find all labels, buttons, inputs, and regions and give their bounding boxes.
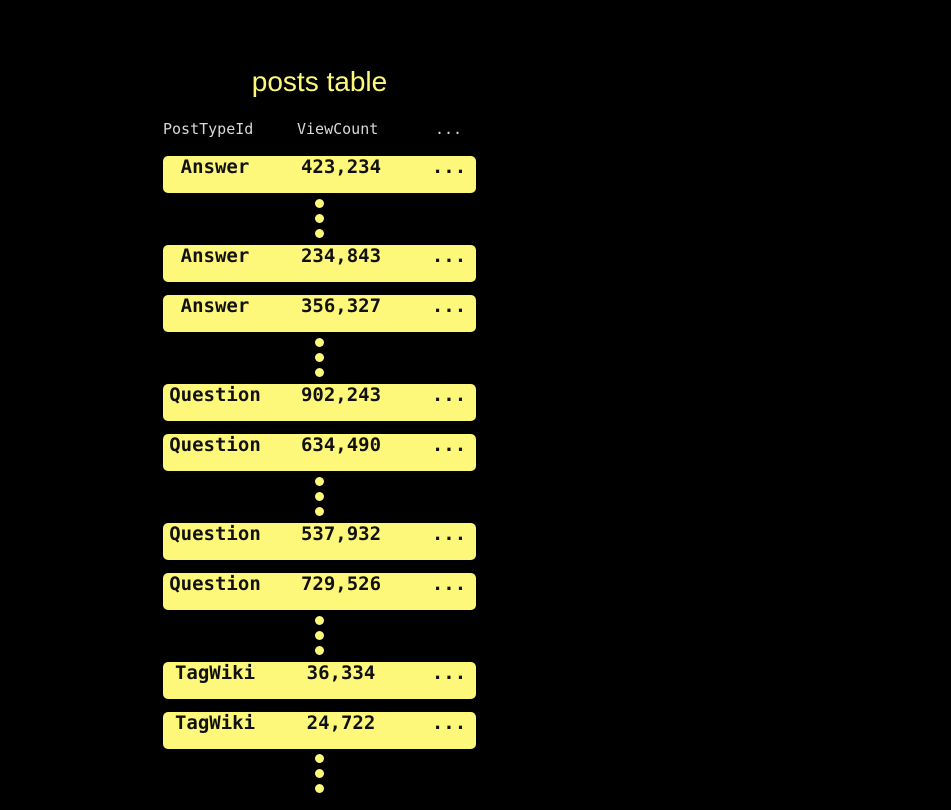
view-count-cell: 423,234 (300, 156, 382, 178)
view-count-cell: 36,334 (306, 662, 376, 684)
ellipsis-dot (315, 754, 324, 763)
column-header-posttypeid: PostTypeId (163, 120, 254, 138)
post-type-cell: TagWiki (174, 662, 256, 684)
table-row: Question 537,932... (163, 523, 476, 560)
view-count-cell: 537,932 (300, 523, 382, 545)
column-header-viewcount: ViewCount (297, 120, 379, 138)
column-header-more: ... (435, 120, 463, 138)
post-type-cell: Question (169, 384, 261, 406)
more-cell: ... (431, 523, 467, 545)
ellipsis-dot (315, 492, 324, 501)
more-cell: ... (431, 295, 467, 317)
ellipsis-dot (315, 631, 324, 640)
post-type-cell: Question (169, 523, 261, 545)
ellipsis-dot (315, 769, 324, 778)
table-row: Answer 234,843... (163, 245, 476, 282)
table-row: Answer 356,327... (163, 295, 476, 332)
ellipsis-dot (315, 477, 324, 486)
more-cell: ... (431, 156, 467, 178)
view-count-cell: 24,722 (306, 712, 376, 734)
ellipsis-dot (315, 353, 324, 362)
post-type-cell: Question (169, 573, 261, 595)
table-row: TagWiki 36,334... (163, 662, 476, 699)
table-row: Question 634,490... (163, 434, 476, 471)
view-count-cell: 729,526 (300, 573, 382, 595)
table-row: Question 729,526... (163, 573, 476, 610)
ellipsis-dot (315, 616, 324, 625)
more-cell: ... (431, 712, 467, 734)
table-row: TagWiki 24,722... (163, 712, 476, 749)
more-cell: ... (431, 245, 467, 267)
ellipsis-dot (315, 646, 324, 655)
more-cell: ... (431, 662, 467, 684)
post-type-cell: Answer (180, 295, 250, 317)
post-type-cell: Answer (180, 156, 250, 178)
ellipsis-dot (315, 507, 324, 516)
ellipsis-dot (315, 368, 324, 377)
ellipsis-dot (315, 214, 324, 223)
ellipsis-dot (315, 338, 324, 347)
ellipsis-dot (315, 229, 324, 238)
ellipsis-dot (315, 199, 324, 208)
more-cell: ... (431, 573, 467, 595)
more-cell: ... (431, 384, 467, 406)
table-row: Question 902,243... (163, 384, 476, 421)
ellipsis-dot (315, 784, 324, 793)
post-type-cell: TagWiki (174, 712, 256, 734)
post-type-cell: Answer (180, 245, 250, 267)
view-count-cell: 634,490 (300, 434, 382, 456)
post-type-cell: Question (169, 434, 261, 456)
table-row: Answer 423,234... (163, 156, 476, 193)
view-count-cell: 234,843 (300, 245, 382, 267)
view-count-cell: 356,327 (300, 295, 382, 317)
more-cell: ... (431, 434, 467, 456)
view-count-cell: 902,243 (300, 384, 382, 406)
diagram-title: posts table (251, 66, 388, 97)
